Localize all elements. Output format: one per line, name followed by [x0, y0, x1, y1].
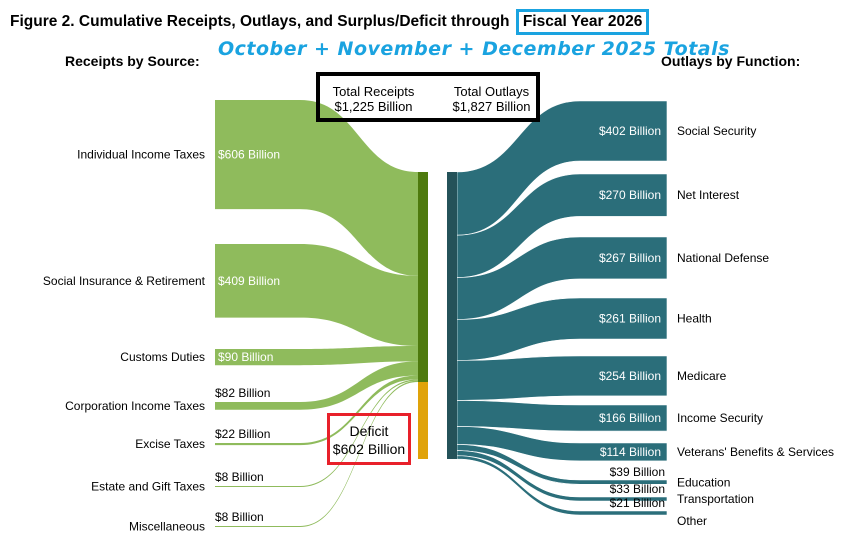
receipt-ribbon — [215, 361, 418, 410]
outlay-function-name: Education — [677, 475, 730, 489]
receipt-ribbon — [215, 346, 418, 366]
receipt-ribbon — [215, 244, 418, 346]
outlays-total-bar — [447, 172, 457, 459]
receipt-source-name: Individual Income Taxes — [77, 148, 205, 162]
outlay-value-label: $114 Billion — [600, 445, 661, 459]
totals-box: Total Receipts $1,225 Billion Total Outla… — [316, 72, 540, 122]
outlay-ribbon — [456, 173, 668, 278]
outlay-value-label: $166 Billion — [599, 411, 661, 425]
receipt-source-name: Customs Duties — [120, 350, 205, 364]
outlay-value-label: $33 Billion — [610, 482, 665, 496]
receipt-value-label: $82 Billion — [215, 386, 270, 400]
receipt-value-label: $8 Billion — [215, 510, 264, 524]
receipt-value-label: $409 Billion — [218, 274, 280, 288]
deficit-label: Deficit — [349, 423, 389, 439]
outlay-ribbon — [456, 100, 668, 236]
total-outlays-label: Total Outlays — [453, 84, 530, 99]
outlay-function-name: Medicare — [677, 369, 727, 383]
receipts-total-bar — [418, 172, 428, 382]
outlay-ribbon — [456, 426, 668, 462]
subtitle: October + November + December 2025 Total… — [218, 38, 730, 60]
outlay-ribbon — [456, 355, 668, 401]
total-receipts-label: Total Receipts — [332, 84, 415, 99]
outlay-value-label: $261 Billion — [599, 312, 661, 326]
deficit-box: Deficit $602 Billion — [327, 413, 411, 465]
outlay-function-name: Social Security — [677, 124, 756, 138]
receipts-heading: Receipts by Source: — [65, 53, 200, 69]
receipt-source-name: Social Insurance & Retirement — [43, 274, 206, 288]
outlay-value-label: $402 Billion — [599, 124, 661, 138]
outlay-function-name: Health — [677, 312, 712, 326]
receipt-value-label: $90 Billion — [218, 350, 273, 364]
outlay-value-label: $39 Billion — [610, 465, 665, 479]
receipt-source-name: Miscellaneous — [129, 520, 205, 534]
outlay-value-label: $254 Billion — [599, 369, 661, 383]
outlay-ribbon — [456, 236, 668, 320]
outlay-function-name: National Defense — [677, 251, 769, 265]
figure-title: Figure 2. Cumulative Receipts, Outlays, … — [10, 9, 650, 35]
outlay-ribbon — [456, 450, 668, 502]
outlay-function-name: Other — [677, 514, 707, 528]
outlay-value-label: $267 Billion — [599, 251, 661, 265]
fiscal-year-highlight: Fiscal Year 2026 — [515, 9, 650, 35]
outlay-ribbon — [456, 444, 668, 485]
outlay-value-label: $21 Billion — [610, 496, 665, 510]
outlay-function-name: Income Security — [677, 411, 763, 425]
receipt-source-name: Excise Taxes — [135, 437, 205, 451]
deficit-bar — [418, 382, 428, 459]
receipt-source-name: Estate and Gift Taxes — [91, 480, 205, 494]
title-text: Figure 2. Cumulative Receipts, Outlays, … — [10, 13, 510, 30]
total-outlays-value: $1,827 Billion — [452, 99, 531, 114]
outlay-ribbon — [456, 455, 668, 516]
outlay-function-name: Net Interest — [677, 188, 740, 202]
outlay-ribbon — [456, 297, 668, 361]
receipt-value-label: $8 Billion — [215, 470, 264, 484]
total-receipts-value: $1,225 Billion — [334, 99, 413, 114]
receipt-value-label: $606 Billion — [218, 148, 280, 162]
outlay-function-name: Transportation — [677, 492, 754, 506]
outlay-function-name: Veterans' Benefits & Services — [677, 445, 834, 459]
outlays-heading: Outlays by Function: — [661, 53, 801, 69]
receipt-ribbon — [215, 100, 418, 276]
outlay-ribbon — [456, 400, 668, 432]
receipt-value-label: $22 Billion — [215, 427, 270, 441]
deficit-value: $602 Billion — [332, 441, 406, 457]
outlay-value-label: $270 Billion — [599, 188, 661, 202]
receipt-source-name: Corporation Income Taxes — [65, 399, 205, 413]
